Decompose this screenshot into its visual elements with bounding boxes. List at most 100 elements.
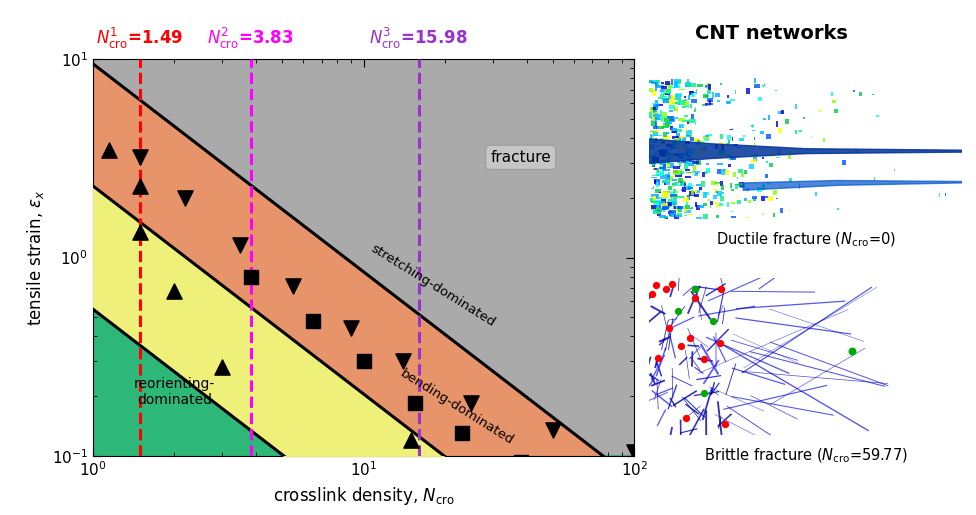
- Bar: [664, 132, 667, 138]
- Bar: [673, 189, 676, 193]
- Bar: [760, 131, 764, 134]
- Bar: [659, 192, 662, 193]
- Bar: [790, 178, 792, 182]
- Bar: [702, 181, 705, 186]
- Bar: [721, 192, 723, 194]
- Bar: [714, 93, 719, 97]
- Point: [682, 334, 698, 342]
- Bar: [723, 168, 726, 172]
- Bar: [702, 115, 708, 121]
- Bar: [657, 126, 659, 129]
- Bar: [834, 109, 837, 113]
- Bar: [689, 118, 696, 123]
- Bar: [655, 122, 657, 127]
- Bar: [698, 141, 704, 143]
- Bar: [675, 206, 678, 210]
- Bar: [656, 100, 659, 106]
- Bar: [776, 121, 778, 127]
- Bar: [752, 125, 754, 127]
- Bar: [776, 198, 779, 199]
- Bar: [727, 101, 730, 105]
- Bar: [662, 149, 670, 152]
- Bar: [842, 160, 846, 165]
- Bar: [698, 108, 704, 112]
- Bar: [719, 202, 722, 205]
- Point: [712, 285, 728, 294]
- Bar: [695, 123, 697, 125]
- Bar: [662, 151, 667, 157]
- Point: [576, 485, 591, 493]
- Bar: [685, 208, 692, 209]
- Bar: [660, 163, 667, 165]
- Bar: [680, 169, 682, 174]
- Bar: [684, 82, 691, 87]
- Bar: [671, 214, 675, 217]
- Bar: [795, 104, 797, 109]
- Bar: [705, 145, 707, 148]
- Bar: [762, 157, 764, 159]
- Bar: [665, 174, 670, 180]
- Bar: [675, 191, 678, 193]
- Bar: [727, 135, 731, 140]
- Bar: [706, 118, 710, 123]
- Bar: [694, 194, 699, 197]
- Bar: [657, 207, 659, 212]
- Point: [243, 272, 259, 281]
- Bar: [705, 192, 709, 195]
- Bar: [727, 95, 729, 98]
- Text: stretching-dominated: stretching-dominated: [368, 242, 497, 330]
- Bar: [710, 104, 713, 105]
- Bar: [704, 138, 710, 141]
- Bar: [692, 171, 699, 173]
- Bar: [695, 92, 696, 93]
- Bar: [720, 193, 721, 196]
- Bar: [662, 86, 668, 89]
- Bar: [660, 110, 663, 115]
- Point: [661, 324, 676, 332]
- Bar: [739, 138, 744, 141]
- Bar: [679, 136, 684, 138]
- Y-axis label: tensile strain, $\varepsilon_x$: tensile strain, $\varepsilon_x$: [25, 189, 46, 326]
- Bar: [664, 93, 670, 95]
- Bar: [677, 213, 682, 217]
- Bar: [754, 105, 758, 109]
- Bar: [712, 118, 714, 119]
- Bar: [685, 204, 690, 208]
- Bar: [693, 165, 696, 171]
- Bar: [662, 98, 664, 101]
- Bar: [717, 169, 721, 174]
- Bar: [775, 90, 777, 92]
- Bar: [651, 117, 658, 119]
- Bar: [655, 85, 658, 91]
- Bar: [649, 112, 652, 117]
- Bar: [737, 200, 742, 204]
- Point: [512, 458, 528, 466]
- Bar: [661, 138, 665, 141]
- Bar: [727, 164, 731, 167]
- Bar: [681, 182, 684, 186]
- Bar: [720, 154, 723, 157]
- Bar: [651, 107, 656, 110]
- Bar: [689, 134, 692, 140]
- Bar: [754, 154, 758, 156]
- Bar: [706, 85, 708, 87]
- Bar: [659, 197, 667, 199]
- Bar: [684, 96, 686, 98]
- Bar: [672, 210, 677, 212]
- Bar: [722, 126, 724, 127]
- Point: [285, 282, 301, 290]
- Bar: [652, 188, 653, 190]
- Bar: [673, 196, 676, 199]
- Bar: [653, 107, 655, 113]
- Bar: [753, 136, 755, 140]
- Bar: [672, 166, 680, 169]
- Bar: [788, 155, 791, 159]
- Bar: [743, 135, 745, 137]
- Bar: [708, 90, 712, 94]
- Bar: [731, 211, 733, 212]
- Bar: [696, 184, 701, 186]
- Bar: [672, 204, 675, 209]
- Bar: [753, 143, 755, 147]
- Bar: [673, 215, 679, 219]
- Bar: [655, 83, 660, 87]
